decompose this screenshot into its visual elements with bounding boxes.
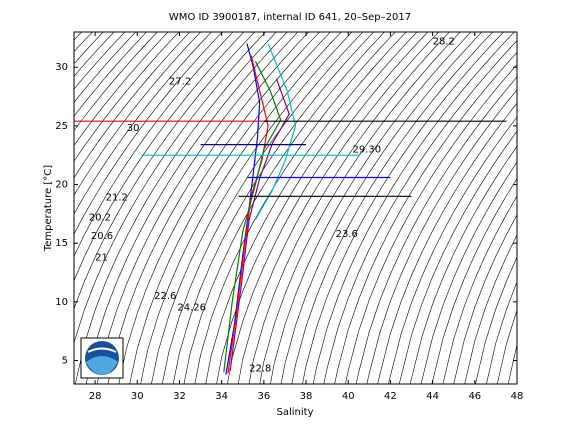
plot-area [74,43,507,375]
isopycnal [74,32,245,282]
isopycnal [334,51,517,384]
isopycnal [74,32,223,235]
isopycnal [237,32,440,384]
isopycnal [248,32,450,384]
isopycnal [85,32,288,384]
isopycnal [75,32,277,384]
profile-line [254,43,297,220]
axes-frame [73,31,518,385]
isopycnal [216,32,418,384]
isopycnal [366,89,517,384]
isopycnal [74,32,256,310]
isopycnal [280,32,483,384]
isopycnal [151,32,353,384]
isopycnal [420,161,517,384]
isopycnal [74,32,202,196]
isopycnal [475,256,517,384]
x-tick-label: 30 [131,391,144,402]
profile-line [223,61,282,373]
x-tick-label: 40 [342,391,355,402]
isopycnal [323,40,517,384]
contour-label: 21.2 [106,192,128,203]
isopycnal [270,32,472,384]
isopycnal [74,32,212,215]
logo-wave [86,356,118,376]
contour-label: 29.30 [352,144,381,155]
x-tick-label: 34 [215,391,228,402]
x-axis-label: Salinity [277,407,314,418]
profile-line [225,43,261,375]
isopycnal [312,32,515,384]
isopycnal [388,116,517,384]
isopycnal [96,32,299,384]
isopycnal [453,214,517,384]
contour-label: 20.2 [89,212,111,223]
logo-bird [87,347,117,353]
isopycnal [431,177,517,384]
isopycnal [398,130,517,384]
isopycnal [377,102,517,384]
profile-line [229,78,290,372]
contour-label: 22.6 [154,291,176,302]
contour-label: 28.2 [433,36,455,47]
x-tick-label: 32 [173,391,186,402]
noaa-logo [80,337,124,379]
contour-label: 21 [95,252,108,263]
isopycnal [227,32,429,384]
contour-label: 23.6 [336,229,358,240]
isopycnal [74,32,191,179]
x-tick-label: 42 [384,391,397,402]
y-tick-label: 10 [55,297,68,308]
isopycnal [409,145,517,384]
isopycnal [205,32,407,384]
x-tick-label: 44 [426,391,439,402]
y-tick-label: 5 [62,356,68,367]
isopycnal [442,195,517,384]
y-axis-label: Temperature [°C] [43,165,54,252]
contour-label: 22.8 [249,364,271,375]
isopycnal [107,32,310,384]
isopycnal [507,343,517,384]
isopycnal [486,281,517,384]
contour-label: 20.6 [91,231,113,242]
contour-label: 24.26 [177,303,206,314]
isopycnal [172,32,375,384]
y-tick-label: 20 [55,180,68,191]
isopycnal [345,63,517,384]
x-tick-label: 36 [257,391,270,402]
isopycnal [291,32,494,384]
isopycnal [183,32,385,384]
isopycnal [496,309,517,384]
y-tick-label: 25 [55,121,68,132]
x-tick-label: 28 [89,391,102,402]
isopycnal [355,76,517,384]
isopycnal [140,32,342,384]
x-tick-label: 38 [300,391,313,402]
isopycnal [464,234,517,384]
contour-label: 27.2 [169,76,191,87]
contour-label: 30 [127,123,140,134]
x-tick-label: 46 [468,391,481,402]
isopycnal [74,32,266,345]
x-tick-label: 48 [511,391,524,402]
isopycnal [259,32,461,384]
isopycnal [129,32,331,384]
y-tick-label: 15 [55,238,68,249]
chart-title: WMO ID 3900187, internal ID 641, 20–Sep–… [169,12,411,23]
isopycnal [118,32,320,384]
isopycnal [74,32,234,257]
y-tick-label: 30 [55,62,68,73]
isopycnal [194,32,396,384]
isopycnal [161,32,364,384]
